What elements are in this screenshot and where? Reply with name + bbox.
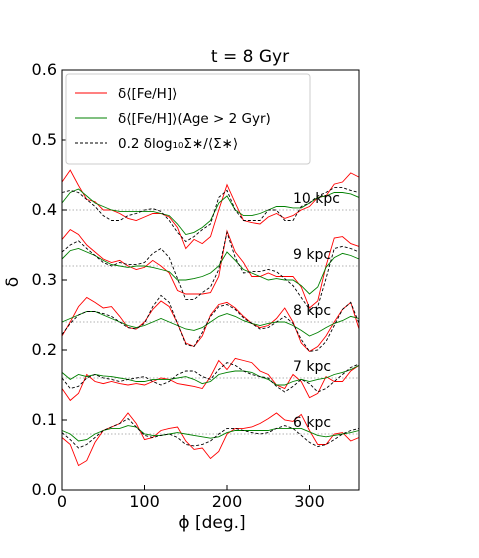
series-line: [61, 362, 360, 393]
ring-group: 8 kpc: [61, 294, 360, 352]
series-line: [61, 229, 360, 309]
series-line: [61, 248, 360, 295]
y-tick-label: 0.4: [32, 200, 57, 219]
ring-label: 10 kpc: [293, 191, 340, 207]
x-tick-label: 300: [294, 492, 325, 511]
ring-label: 9 kpc: [293, 247, 331, 263]
legend: δ⟨[Fe/H]⟩ δ⟨[Fe/H]⟩(Age > 2 Gyr) 0.2 δlog₁…: [65, 73, 311, 165]
y-tick-label: 0.0: [32, 480, 57, 499]
series-line: [61, 187, 360, 243]
legend-label: 0.2 δlog₁₀Σ∗/⟨Σ∗⟩: [118, 136, 238, 152]
series-line: [61, 296, 360, 352]
ring-label: 6 kpc: [293, 415, 331, 431]
y-tick-label: 0.6: [32, 60, 57, 79]
y-tick-label: 0.1: [32, 410, 57, 429]
y-tick-label: 0.5: [32, 130, 57, 149]
series-line: [61, 230, 360, 310]
y-tick-label: 0.3: [32, 270, 57, 289]
series-line: [61, 364, 360, 386]
axis-ticks: 0 100 200 300 0.0 0.1 0.2 0.3 0.4 0.5 0.6: [32, 60, 325, 511]
ring-group: 6 kpc: [61, 412, 360, 467]
legend-label: δ⟨[Fe/H]⟩: [118, 86, 177, 102]
legend-box: [65, 73, 311, 165]
x-axis-label: ϕ [deg.]: [178, 513, 245, 533]
series-line: [61, 294, 360, 352]
y-axis-label: δ: [3, 277, 23, 287]
x-tick-label: 200: [212, 492, 243, 511]
series-line: [61, 311, 360, 337]
chart-title: t = 8 Gyr: [211, 47, 289, 67]
ring-group: 9 kpc: [61, 229, 360, 310]
ring-label: 8 kpc: [293, 303, 331, 319]
plot-frame: [61, 69, 360, 491]
plot-area: 10 kpc 9 kpc 8 kpc 7 kpc 6 kpc: [61, 169, 360, 467]
series-line: [61, 425, 360, 442]
x-tick-label: 0: [57, 492, 67, 511]
series-line: [61, 418, 360, 449]
ring-group: 7 kpc: [61, 357, 360, 402]
x-tick-label: 100: [129, 492, 160, 511]
ring-label: 7 kpc: [293, 359, 331, 375]
series-line: [61, 169, 360, 250]
legend-label: δ⟨[Fe/H]⟩(Age > 2 Gyr): [118, 111, 271, 127]
y-tick-label: 0.2: [32, 340, 57, 359]
ring-group: 10 kpc: [61, 169, 360, 250]
series-line: [61, 357, 360, 402]
